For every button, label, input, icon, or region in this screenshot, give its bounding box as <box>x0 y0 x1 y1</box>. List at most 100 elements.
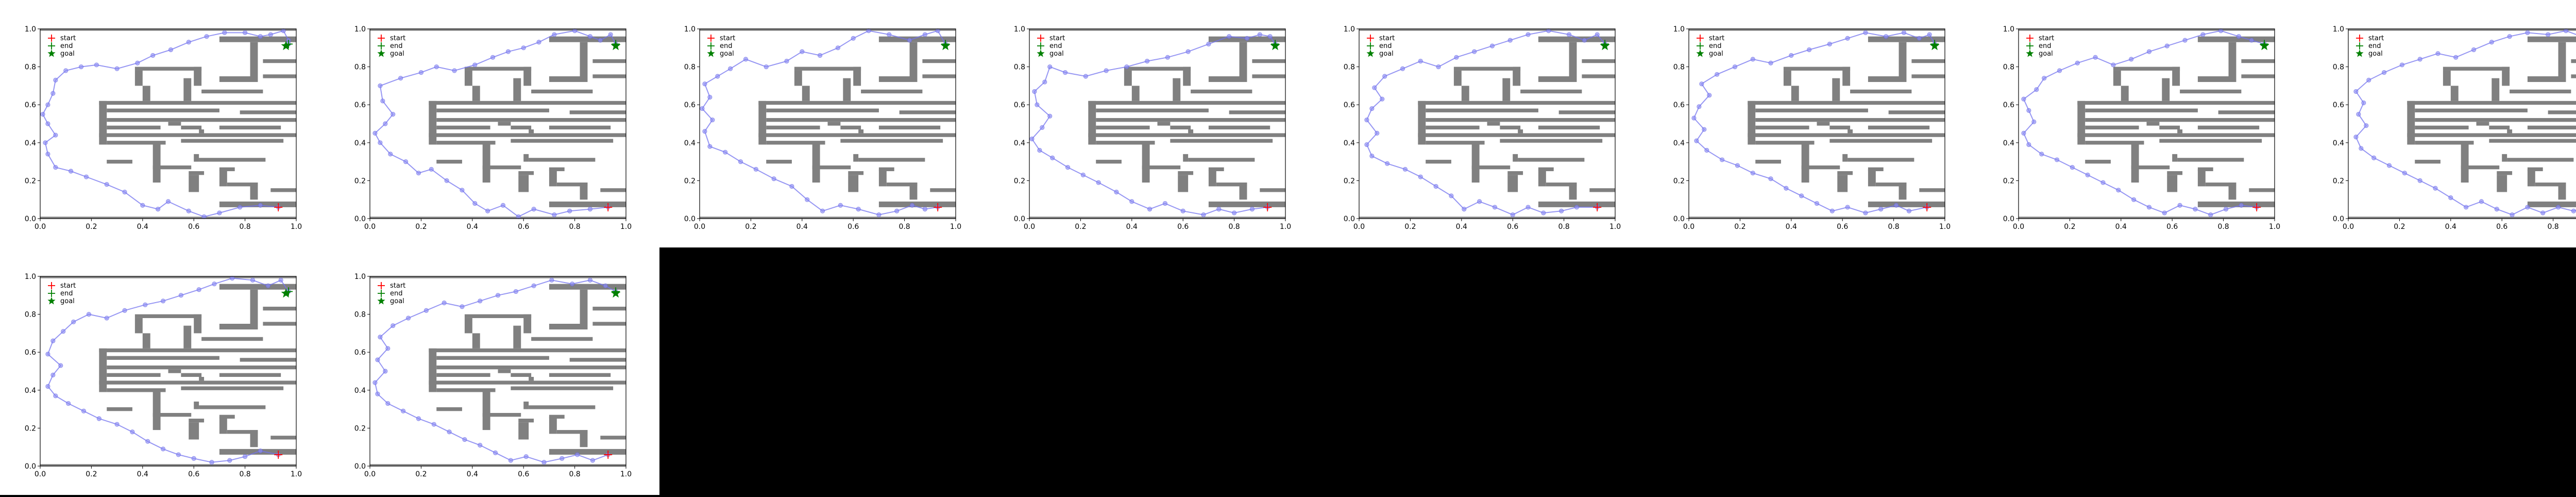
trajectory-point <box>2075 60 2080 65</box>
y-tick-label: 0.4 <box>1344 139 1355 147</box>
trajectory-point <box>838 203 843 208</box>
maze-wall <box>40 464 296 466</box>
maze-wall <box>1842 67 1851 86</box>
maze-wall <box>1183 67 1191 86</box>
trajectory-point <box>531 283 536 289</box>
trajectory-point <box>1364 118 1369 123</box>
x-tick-label: 0.2 <box>415 223 427 231</box>
trajectory-point <box>434 64 439 70</box>
trajectory-point <box>2208 212 2213 218</box>
trajectory-point <box>1750 171 1755 176</box>
axes-frame <box>699 28 956 219</box>
trajectory-point <box>574 452 580 457</box>
y-tick-label: 0.2 <box>354 424 366 433</box>
trajectory-point <box>281 28 286 34</box>
trajectory-point <box>204 34 209 39</box>
trajectory-point <box>1901 30 1907 35</box>
x-tick-label: 0.6 <box>188 223 199 231</box>
trajectory-points <box>2021 28 2267 218</box>
maze-wall <box>848 175 859 192</box>
maze-wall <box>1500 139 1603 143</box>
y-tick-label: 0.6 <box>2003 101 2014 109</box>
maze-wall <box>199 377 205 381</box>
trajectory-point <box>728 66 733 71</box>
x-tick-label: 0.4 <box>137 470 148 478</box>
x-tick-label: 0.8 <box>1558 223 1569 231</box>
maze-wall <box>181 139 284 143</box>
trajectory-line <box>374 30 616 218</box>
start-marker <box>274 203 283 211</box>
y-tick-label: 0.8 <box>1014 63 1025 72</box>
x-tick-label: 0.0 <box>364 470 376 478</box>
maze-wall <box>2450 86 2459 101</box>
trajectory-point <box>856 206 861 212</box>
maze-wall <box>2527 169 2535 187</box>
maze-wall <box>1888 110 1945 114</box>
maze-walls <box>1359 29 1615 219</box>
maze-wall <box>1868 169 1876 187</box>
y-tick-label: 0.2 <box>2333 177 2344 185</box>
maze-wall <box>270 188 296 192</box>
maze-wall <box>766 159 792 164</box>
maze-wall <box>2502 154 2507 162</box>
trajectory-point <box>265 283 270 289</box>
maze-walls <box>40 276 296 466</box>
legend-label-start: start <box>390 35 405 42</box>
start-marker <box>604 203 613 211</box>
trajectory-point <box>2448 195 2453 201</box>
trajectory-point <box>1806 47 1812 53</box>
maze-wall <box>556 430 588 434</box>
trajectory-point <box>490 55 496 60</box>
maze-wall <box>436 118 626 122</box>
maze-wall <box>464 318 472 334</box>
maze-wall <box>1791 86 1799 101</box>
y-tick-label: 0.4 <box>1014 139 1025 147</box>
maze-wall <box>2461 142 2469 183</box>
maze-wall <box>1801 165 1840 170</box>
trajectory-point <box>372 380 378 385</box>
trajectory-point <box>1566 32 1572 37</box>
subplot-panel: 0.0 0.2 0.4 0.6 0.8 1.0 0.0 0.2 0.4 0.6 0.8 1.0 star… <box>1649 0 1978 247</box>
y-tick-label: 1.0 <box>1014 25 1025 34</box>
trajectory-point <box>135 60 140 65</box>
maze-wall <box>2489 125 2510 130</box>
x-tick-label: 0.2 <box>86 470 97 478</box>
maze-wall <box>1582 74 1615 78</box>
maze-wall <box>549 417 557 434</box>
trajectory-point <box>1114 189 1119 195</box>
maze-wall <box>99 101 296 105</box>
axis-ticks: 0.0 0.2 0.4 0.6 0.8 1.0 0.0 0.2 0.4 0.6 0.8 1.0 <box>354 273 632 478</box>
maze-wall <box>270 436 296 440</box>
y-tick-label: 0.8 <box>2003 63 2014 72</box>
trajectory-point <box>212 281 217 287</box>
trajectory-point <box>707 144 713 149</box>
maze-wall <box>107 108 219 112</box>
maze-wall <box>2571 74 2576 78</box>
maze-wall <box>1538 125 1600 130</box>
trajectory-point <box>1715 72 1720 77</box>
maze-wall <box>930 188 956 192</box>
axes-frame <box>40 276 297 467</box>
maze-wall <box>2415 125 2469 130</box>
trajectory-point <box>1083 74 1088 79</box>
maze-wall <box>498 122 511 126</box>
y-tick-label: 0.4 <box>2333 139 2344 147</box>
legend-label-end: end <box>60 290 73 297</box>
trajectory-point <box>143 302 148 307</box>
legend-label-end: end <box>390 42 403 50</box>
trajectory-point <box>201 214 207 219</box>
trajectory-point <box>907 38 912 43</box>
trajectory-point <box>230 276 235 281</box>
trajectory-point <box>493 450 498 455</box>
trajectory-point <box>2353 135 2359 140</box>
trajectory-point <box>1526 205 1531 210</box>
trajectory-point <box>1697 104 1702 109</box>
trajectory-point <box>401 408 406 413</box>
x-tick-label: 0.0 <box>2013 223 2024 231</box>
maze-wall <box>794 70 802 86</box>
legend-label-end: end <box>720 42 733 50</box>
